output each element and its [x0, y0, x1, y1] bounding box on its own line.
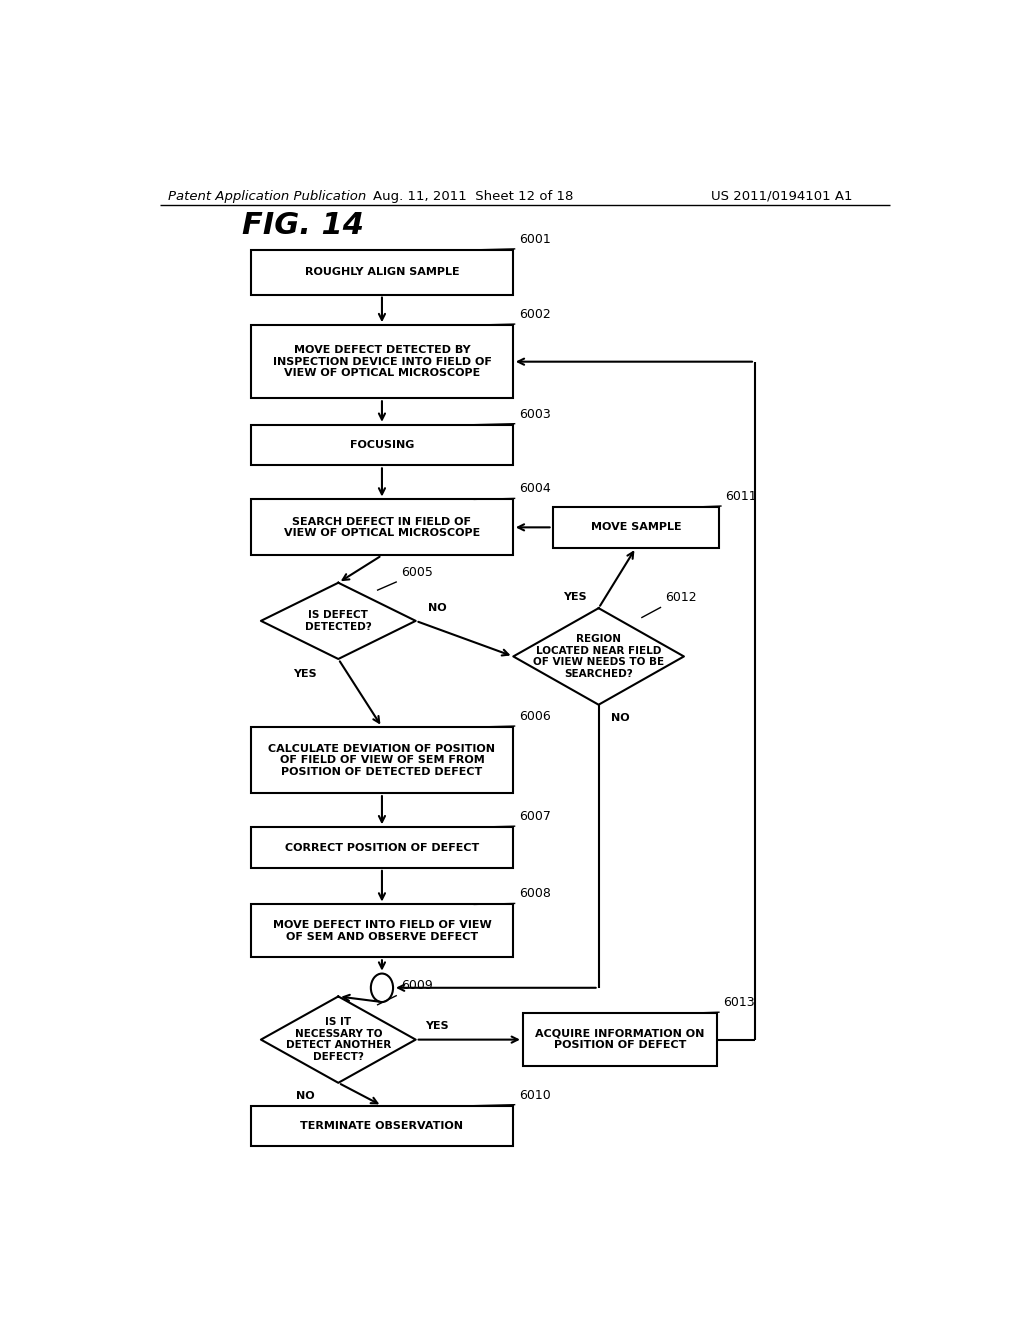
Text: 6009: 6009	[400, 979, 432, 993]
Text: IS DEFECT
DETECTED?: IS DEFECT DETECTED?	[305, 610, 372, 632]
Text: 6001: 6001	[519, 232, 551, 246]
Text: MOVE DEFECT DETECTED BY
INSPECTION DEVICE INTO FIELD OF
VIEW OF OPTICAL MICROSCO: MOVE DEFECT DETECTED BY INSPECTION DEVIC…	[272, 345, 492, 379]
Polygon shape	[261, 582, 416, 659]
Text: NO: NO	[296, 1090, 314, 1101]
Text: YES: YES	[563, 593, 587, 602]
Bar	[251, 249, 513, 294]
Bar	[251, 904, 513, 957]
Text: FIG. 14: FIG. 14	[242, 211, 364, 240]
Text: 6013: 6013	[724, 997, 756, 1008]
Bar	[553, 507, 719, 548]
Text: MOVE DEFECT INTO FIELD OF VIEW
OF SEM AND OBSERVE DEFECT: MOVE DEFECT INTO FIELD OF VIEW OF SEM AN…	[272, 920, 492, 941]
Polygon shape	[513, 609, 684, 705]
Bar	[251, 425, 513, 466]
Text: 6007: 6007	[519, 810, 551, 824]
Text: TERMINATE OBSERVATION: TERMINATE OBSERVATION	[300, 1121, 464, 1131]
Text: NO: NO	[610, 713, 629, 723]
Text: 6004: 6004	[519, 482, 551, 495]
Text: NO: NO	[428, 603, 446, 612]
Bar	[251, 828, 513, 867]
Text: ROUGHLY ALIGN SAMPLE: ROUGHLY ALIGN SAMPLE	[304, 267, 460, 277]
Text: 6008: 6008	[519, 887, 551, 900]
Bar	[251, 325, 513, 399]
Text: 6010: 6010	[519, 1089, 551, 1102]
Text: CALCULATE DEVIATION OF POSITION
OF FIELD OF VIEW OF SEM FROM
POSITION OF DETECTE: CALCULATE DEVIATION OF POSITION OF FIELD…	[268, 743, 496, 776]
Text: CORRECT POSITION OF DEFECT: CORRECT POSITION OF DEFECT	[285, 842, 479, 853]
Text: 6012: 6012	[665, 591, 696, 605]
Text: ACQUIRE INFORMATION ON
POSITION OF DEFECT: ACQUIRE INFORMATION ON POSITION OF DEFEC…	[536, 1028, 705, 1051]
Text: Patent Application Publication: Patent Application Publication	[168, 190, 366, 202]
Text: 6003: 6003	[519, 408, 551, 421]
Text: MOVE SAMPLE: MOVE SAMPLE	[591, 523, 681, 532]
Bar	[251, 727, 513, 793]
Bar	[251, 1106, 513, 1146]
Text: US 2011/0194101 A1: US 2011/0194101 A1	[712, 190, 853, 202]
Text: SEARCH DEFECT IN FIELD OF
VIEW OF OPTICAL MICROSCOPE: SEARCH DEFECT IN FIELD OF VIEW OF OPTICA…	[284, 516, 480, 539]
Text: YES: YES	[293, 669, 316, 680]
Text: 6011: 6011	[726, 490, 757, 503]
Text: FOCUSING: FOCUSING	[350, 440, 414, 450]
Text: 6006: 6006	[519, 710, 551, 723]
Text: REGION
LOCATED NEAR FIELD
OF VIEW NEEDS TO BE
SEARCHED?: REGION LOCATED NEAR FIELD OF VIEW NEEDS …	[534, 634, 665, 678]
Polygon shape	[261, 997, 416, 1082]
Bar	[251, 499, 513, 556]
Text: Aug. 11, 2011  Sheet 12 of 18: Aug. 11, 2011 Sheet 12 of 18	[373, 190, 573, 202]
Text: IS IT
NECESSARY TO
DETECT ANOTHER
DEFECT?: IS IT NECESSARY TO DETECT ANOTHER DEFECT…	[286, 1018, 391, 1063]
Text: YES: YES	[425, 1022, 449, 1031]
Text: 6005: 6005	[400, 566, 433, 578]
Text: 6002: 6002	[519, 308, 551, 321]
Bar	[523, 1014, 717, 1067]
